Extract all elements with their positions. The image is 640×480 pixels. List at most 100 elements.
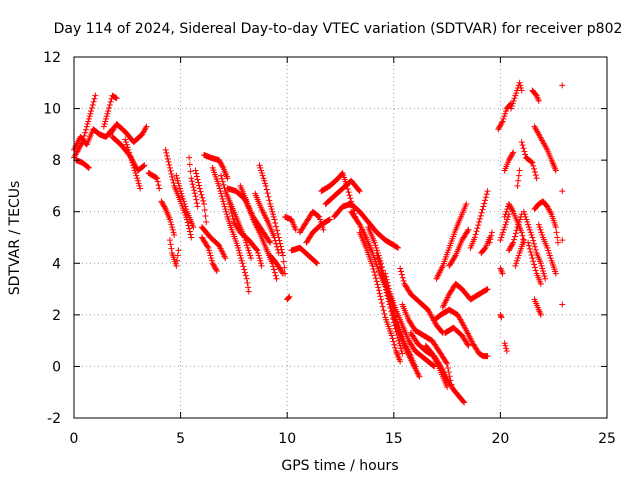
data-point bbox=[164, 152, 171, 159]
data-point bbox=[531, 243, 538, 250]
data-point bbox=[525, 239, 532, 246]
data-point bbox=[516, 167, 523, 174]
data-point bbox=[102, 115, 109, 122]
data-point bbox=[317, 216, 324, 223]
data-point bbox=[372, 272, 379, 279]
data-point bbox=[271, 216, 278, 223]
data-point bbox=[201, 206, 208, 213]
data-point bbox=[517, 216, 524, 223]
data-point bbox=[262, 180, 269, 187]
data-point bbox=[267, 239, 274, 246]
data-point bbox=[461, 399, 468, 406]
data-point bbox=[105, 108, 112, 115]
data-point bbox=[270, 266, 277, 273]
data-point bbox=[179, 195, 186, 202]
data-point bbox=[258, 262, 265, 269]
data-point bbox=[483, 286, 490, 293]
data-point bbox=[375, 284, 382, 291]
data-point bbox=[100, 123, 107, 130]
data-point bbox=[245, 288, 252, 295]
data-point bbox=[83, 123, 90, 130]
data-point bbox=[238, 257, 245, 264]
data-point bbox=[508, 204, 515, 211]
data-point bbox=[509, 240, 516, 247]
data-point bbox=[522, 213, 529, 220]
data-point bbox=[126, 151, 133, 158]
data-point bbox=[390, 338, 397, 345]
data-point bbox=[199, 194, 206, 201]
data-point bbox=[503, 345, 510, 352]
data-point bbox=[240, 263, 247, 270]
data-point bbox=[127, 154, 134, 161]
data-point bbox=[136, 182, 143, 189]
data-point bbox=[465, 342, 472, 349]
data-point bbox=[197, 188, 204, 195]
data-point bbox=[516, 219, 523, 226]
data-point bbox=[508, 105, 515, 112]
data-point bbox=[159, 199, 166, 206]
data-point bbox=[101, 121, 108, 128]
data-point bbox=[244, 244, 251, 251]
data-point bbox=[165, 158, 172, 165]
data-point bbox=[189, 181, 196, 188]
data-point bbox=[273, 275, 280, 282]
data-point bbox=[196, 182, 203, 189]
data-point bbox=[498, 234, 505, 241]
data-point bbox=[530, 237, 537, 244]
data-point bbox=[507, 244, 514, 251]
data-point bbox=[87, 110, 94, 117]
data-point bbox=[267, 203, 274, 210]
data-point bbox=[266, 238, 273, 245]
data-point bbox=[515, 172, 522, 179]
data-point bbox=[388, 332, 395, 339]
data-point bbox=[202, 213, 209, 220]
data-point bbox=[164, 155, 171, 162]
data-point bbox=[82, 126, 89, 133]
data-point bbox=[559, 188, 566, 195]
data-point bbox=[155, 182, 162, 189]
data-point bbox=[186, 228, 193, 235]
data-point bbox=[521, 148, 528, 155]
data-point bbox=[525, 224, 532, 231]
data-point bbox=[180, 198, 187, 205]
data-point bbox=[500, 115, 507, 122]
data-point bbox=[272, 220, 279, 227]
data-point bbox=[537, 311, 544, 318]
grid bbox=[74, 57, 607, 418]
data-point bbox=[537, 280, 544, 287]
x-tick-label: 0 bbox=[70, 431, 79, 447]
data-point bbox=[559, 301, 566, 308]
data-point bbox=[107, 98, 114, 105]
data-point bbox=[545, 247, 552, 254]
data-point bbox=[85, 118, 92, 125]
data-marks bbox=[71, 79, 566, 406]
data-point bbox=[487, 236, 494, 243]
data-point bbox=[223, 208, 230, 215]
data-point bbox=[372, 275, 379, 282]
data-point bbox=[128, 157, 135, 164]
chart-title: Day 114 of 2024, Sidereal Day-to-day VTE… bbox=[54, 21, 623, 37]
data-point bbox=[481, 200, 488, 207]
data-point bbox=[279, 249, 286, 256]
data-point bbox=[382, 270, 389, 277]
data-point bbox=[380, 307, 387, 314]
data-point bbox=[315, 213, 322, 220]
data-point bbox=[373, 244, 380, 251]
data-point bbox=[519, 232, 526, 239]
data-point bbox=[526, 226, 533, 233]
data-point bbox=[488, 232, 495, 239]
data-point bbox=[376, 258, 383, 265]
data-point bbox=[520, 145, 527, 152]
data-point bbox=[190, 184, 197, 191]
data-point bbox=[394, 244, 401, 251]
data-point bbox=[137, 185, 144, 192]
data-point bbox=[285, 294, 292, 301]
data-point bbox=[195, 179, 202, 186]
data-point bbox=[398, 271, 405, 278]
data-point bbox=[85, 164, 92, 171]
data-point bbox=[260, 175, 267, 182]
data-point bbox=[209, 260, 216, 267]
data-point bbox=[537, 260, 544, 267]
data-point bbox=[484, 353, 491, 360]
data-point bbox=[541, 273, 548, 280]
